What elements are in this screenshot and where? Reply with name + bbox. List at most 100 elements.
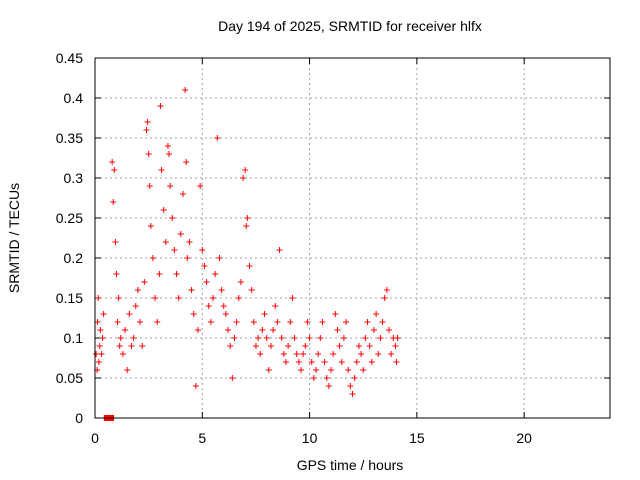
data-point [173, 271, 180, 277]
data-point [143, 127, 150, 133]
data-point [201, 263, 208, 269]
data-point [203, 279, 210, 285]
data-point [265, 367, 272, 373]
data-point [98, 351, 105, 357]
data-point [370, 327, 377, 333]
data-point [257, 351, 264, 357]
data-point [373, 311, 380, 317]
data-point [306, 335, 313, 341]
gridlines [95, 58, 610, 418]
data-point [235, 295, 242, 301]
data-point [308, 359, 315, 365]
data-point [261, 311, 268, 317]
data-point [116, 343, 123, 349]
data-point [225, 327, 232, 333]
data-point [162, 239, 169, 245]
data-point [110, 199, 117, 205]
x-tick-label: 10 [302, 430, 318, 446]
data-point [313, 367, 320, 373]
x-tick-label: 5 [198, 430, 206, 446]
y-tick-label: 0.15 [56, 290, 83, 306]
data-point [231, 335, 238, 341]
data-point [109, 159, 116, 165]
y-axis-tick-labels: 0 0.05 0.1 0.15 0.2 0.25 0.3 0.35 0.4 0.45 [56, 50, 83, 426]
data-point [166, 151, 173, 157]
data-point [355, 343, 362, 349]
data-point [300, 351, 307, 357]
data-point [214, 135, 221, 141]
data-point [119, 351, 126, 357]
data-point [287, 319, 294, 325]
data-point [171, 247, 178, 253]
data-point [94, 319, 101, 325]
data-point [246, 263, 253, 269]
data-point [157, 103, 164, 109]
data-point [340, 335, 347, 341]
data-point [188, 287, 195, 293]
chart-title: Day 194 of 2025, SRMTID for receiver hlf… [218, 18, 482, 34]
data-point [338, 359, 345, 365]
data-point [111, 167, 118, 173]
data-point [336, 343, 343, 349]
data-point [160, 207, 167, 213]
data-point [114, 319, 121, 325]
data-point [112, 239, 119, 245]
data-point [99, 335, 106, 341]
data-point [263, 335, 270, 341]
data-point [285, 343, 292, 349]
data-point [197, 183, 204, 189]
data-point [192, 383, 199, 389]
data-point [141, 279, 148, 285]
data-point [393, 359, 400, 365]
data-point [149, 255, 156, 261]
data-point [182, 87, 189, 93]
y-tick-label: 0.1 [64, 330, 84, 346]
plot-frame [94, 57, 611, 419]
data-point [310, 375, 317, 381]
data-point [366, 343, 373, 349]
y-tick-label: 0.45 [56, 50, 83, 66]
data-point [227, 343, 234, 349]
data-point [156, 271, 163, 277]
data-point [186, 239, 193, 245]
data-point [175, 295, 182, 301]
data-point [199, 247, 206, 253]
data-point [115, 295, 122, 301]
data-point [364, 319, 371, 325]
data-point [295, 359, 302, 365]
data-point [304, 319, 311, 325]
data-point [328, 367, 335, 373]
data-point [242, 167, 249, 173]
data-point [244, 215, 251, 221]
x-axis-title: GPS time / hours [297, 457, 404, 473]
data-point [134, 287, 141, 293]
x-tick-label: 0 [91, 430, 99, 446]
data-point [388, 351, 395, 357]
data-point [95, 295, 102, 301]
data-points [93, 87, 401, 421]
data-point [375, 351, 382, 357]
data-point [126, 311, 133, 317]
data-point [222, 311, 229, 317]
data-point [100, 311, 107, 317]
data-point [229, 375, 236, 381]
data-point [349, 391, 356, 397]
data-point [95, 359, 102, 365]
data-point [385, 327, 392, 333]
data-point [293, 351, 300, 357]
axis-ticks [94, 57, 610, 419]
data-point [158, 167, 165, 173]
data-point [259, 327, 266, 333]
data-point [334, 327, 341, 333]
data-point [128, 343, 135, 349]
data-point [190, 311, 197, 317]
data-point [220, 303, 227, 309]
data-point [377, 335, 384, 341]
data-point [210, 295, 217, 301]
data-point [144, 119, 151, 125]
data-point [298, 367, 304, 373]
data-point [347, 383, 354, 389]
data-point [267, 343, 274, 349]
data-point [146, 183, 153, 189]
